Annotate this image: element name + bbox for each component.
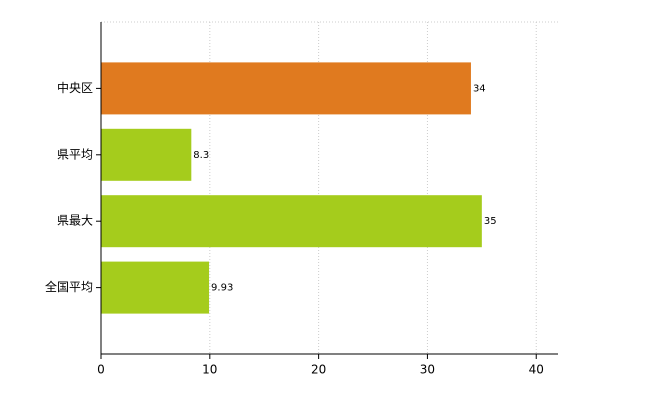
- bar: [101, 128, 192, 181]
- y-tick-label: 県平均: [57, 147, 93, 161]
- bar: [101, 195, 482, 248]
- y-tick-label: 全国平均: [45, 279, 93, 294]
- x-tick-label: 30: [420, 363, 435, 377]
- x-tick-label: 0: [97, 363, 105, 377]
- x-tick-label: 10: [202, 363, 217, 377]
- x-tick-label: 40: [529, 363, 544, 377]
- y-tick-label: 中央区: [57, 80, 93, 95]
- value-label: 8.3: [193, 150, 209, 161]
- value-label: 34: [473, 83, 486, 94]
- value-label: 35: [484, 216, 497, 227]
- bar: [101, 62, 471, 115]
- y-tick-label: 県最大: [57, 214, 93, 228]
- value-label: 9.93: [211, 283, 233, 294]
- bar: [101, 261, 210, 314]
- x-tick-label: 20: [311, 363, 326, 377]
